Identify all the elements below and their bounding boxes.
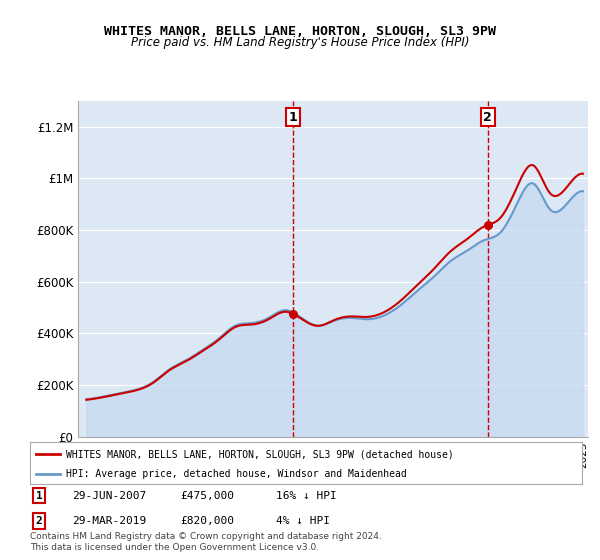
Text: 29-MAR-2019: 29-MAR-2019	[72, 516, 146, 526]
Text: 16% ↓ HPI: 16% ↓ HPI	[276, 491, 337, 501]
Text: 1: 1	[35, 491, 43, 501]
Point	[483, 221, 493, 230]
Text: 29-JUN-2007: 29-JUN-2007	[72, 491, 146, 501]
Text: HPI: Average price, detached house, Windsor and Maidenhead: HPI: Average price, detached house, Wind…	[66, 469, 407, 479]
Text: 1: 1	[289, 111, 298, 124]
Text: Contains HM Land Registry data © Crown copyright and database right 2024.
This d: Contains HM Land Registry data © Crown c…	[30, 532, 382, 552]
Text: £820,000: £820,000	[180, 516, 234, 526]
Text: £475,000: £475,000	[180, 491, 234, 501]
Text: WHITES MANOR, BELLS LANE, HORTON, SLOUGH, SL3 9PW: WHITES MANOR, BELLS LANE, HORTON, SLOUGH…	[104, 25, 496, 38]
Text: WHITES MANOR, BELLS LANE, HORTON, SLOUGH, SL3 9PW (detached house): WHITES MANOR, BELLS LANE, HORTON, SLOUGH…	[66, 449, 454, 459]
Text: 4% ↓ HPI: 4% ↓ HPI	[276, 516, 330, 526]
Point	[289, 310, 298, 319]
Text: 2: 2	[35, 516, 43, 526]
Text: Price paid vs. HM Land Registry's House Price Index (HPI): Price paid vs. HM Land Registry's House …	[131, 36, 469, 49]
Text: 2: 2	[484, 111, 492, 124]
